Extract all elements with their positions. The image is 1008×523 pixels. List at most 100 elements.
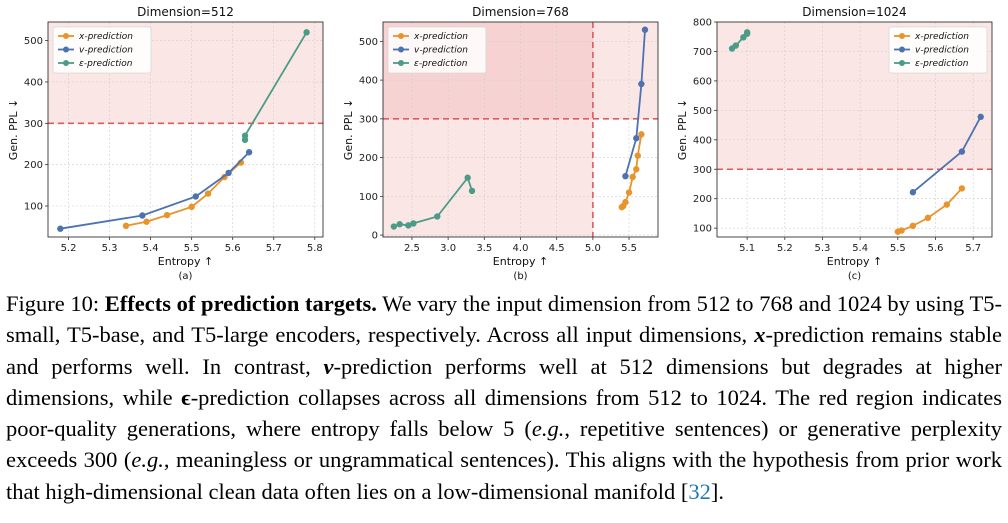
- plot-frame: [382, 21, 659, 238]
- caption-part1: We vary the input dimension from 512 to …: [6, 291, 1003, 348]
- data-point: [303, 29, 310, 36]
- citation-link[interactable]: 32: [688, 478, 711, 504]
- x-tick-label: 5.0: [585, 243, 601, 254]
- data-point: [958, 148, 966, 155]
- y-axis-label: Gen. PPL ↓: [676, 99, 689, 160]
- x-tick-label: 5.5: [184, 243, 200, 254]
- data-point: [977, 113, 984, 121]
- data-point: [634, 152, 641, 159]
- data-point: [188, 203, 195, 211]
- data-point: [958, 185, 966, 192]
- caption-v-symbol: v: [323, 353, 334, 379]
- data-point: [743, 29, 751, 36]
- caption-bold-title: Effects of prediction targets.: [104, 291, 377, 316]
- data-point: [622, 172, 629, 180]
- data-point: [410, 220, 417, 227]
- data-point: [909, 222, 917, 230]
- x-tick-label: 5.4: [143, 243, 159, 254]
- caption-eg-1: e.g.: [531, 416, 565, 442]
- x-tick-label: 5.4: [852, 243, 868, 254]
- x-tick-label: 5.1: [739, 243, 755, 254]
- y-tick-label: 300: [24, 119, 43, 130]
- legend-entry: ε-prediction: [79, 59, 133, 69]
- data-point: [638, 131, 645, 138]
- legend-entry: v-prediction: [414, 46, 468, 56]
- y-tick-label: 800: [693, 18, 712, 29]
- x-tick-label: 4.5: [549, 243, 565, 254]
- y-tick-label: 500: [693, 106, 712, 117]
- chart-title: Dimension=512: [137, 5, 234, 19]
- x-tick-label: 5.7: [266, 243, 282, 254]
- y-tick-label: 200: [693, 194, 712, 205]
- legend-entry: ε-prediction: [414, 59, 468, 69]
- data-point: [434, 213, 441, 220]
- legend-entry: x-prediction: [78, 32, 133, 42]
- x-axis-label: Entropy ↑: [493, 255, 548, 268]
- data-point: [898, 227, 905, 234]
- data-point: [633, 135, 640, 142]
- data-point: [924, 214, 932, 222]
- data-point: [241, 132, 249, 139]
- y-tick-label: 200: [359, 153, 378, 164]
- legend-box: [387, 26, 487, 74]
- data-point: [909, 189, 917, 196]
- y-tick-label: 0: [372, 231, 378, 242]
- x-tick-label: 2.5: [404, 243, 420, 254]
- legend-swatch-marker: [398, 33, 404, 39]
- series-line-1: [624, 29, 646, 177]
- chart-panel-3: [714, 21, 993, 240]
- legend-swatch-marker: [63, 33, 69, 39]
- x-tick-label: 5.3: [102, 243, 118, 254]
- caption-eps-symbol: ϵ: [181, 384, 191, 410]
- x-tick-label: 5.8: [307, 243, 323, 254]
- x-axis-label: Entropy ↑: [158, 255, 213, 268]
- data-point: [633, 166, 640, 173]
- series-line-1: [60, 151, 250, 230]
- x-tick-label: 3.0: [440, 243, 456, 254]
- data-point: [192, 193, 199, 200]
- data-point: [622, 198, 629, 206]
- caption-part7: ].: [710, 478, 724, 504]
- sub-figure-label: (b): [513, 271, 527, 282]
- y-tick-label: 400: [359, 76, 378, 87]
- legend-entry: v-prediction: [915, 46, 969, 56]
- data-point: [163, 211, 171, 219]
- legend-swatch-marker: [63, 46, 69, 53]
- legend-swatch-marker: [398, 60, 404, 66]
- x-tick-label: 5.6: [928, 243, 944, 254]
- legend-swatch-marker: [398, 46, 404, 53]
- y-tick-label: 200: [24, 160, 43, 171]
- legend-entry: ε-prediction: [915, 59, 969, 69]
- caption-part6: , meaningless or ungrammatical sentences…: [6, 447, 1002, 504]
- legend-swatch-marker: [899, 46, 905, 53]
- x-axis-label: Entropy ↑: [827, 255, 882, 268]
- x-tick-label: 3.5: [476, 243, 492, 254]
- legend-entry: x-prediction: [914, 32, 969, 42]
- x-tick-label: 5.3: [815, 243, 831, 254]
- y-tick-label: 700: [693, 47, 712, 58]
- caption-part5: , repetitive sentences) or generative pe…: [6, 416, 1002, 473]
- caption-label: Figure 10:: [6, 291, 105, 316]
- y-tick-label: 600: [693, 76, 712, 87]
- caption-x-symbol: x: [754, 322, 766, 348]
- caption-part4: -prediction collapses across all dimensi…: [6, 384, 1002, 442]
- y-tick-label: 300: [693, 165, 712, 176]
- chart-panel-2: [380, 21, 659, 240]
- sub-figure-label: (a): [179, 271, 193, 282]
- data-point: [468, 187, 476, 195]
- data-point: [638, 80, 645, 88]
- y-tick-label: 300: [359, 114, 378, 125]
- legend-entry: x-prediction: [413, 32, 468, 42]
- plot-frame: [716, 21, 993, 238]
- data-point: [396, 221, 403, 228]
- y-axis-label: Gen. PPL ↓: [342, 99, 355, 160]
- data-point: [204, 190, 212, 197]
- figure-caption: Figure 10: Effects of prediction targets…: [6, 288, 1002, 507]
- data-point: [143, 218, 150, 225]
- data-point: [245, 149, 253, 156]
- data-point: [139, 212, 146, 219]
- x-tick-label: 4.0: [513, 243, 529, 254]
- data-point: [732, 42, 740, 49]
- x-tick-label: 5.5: [621, 243, 637, 254]
- y-axis-label: Gen. PPL ↓: [7, 99, 20, 160]
